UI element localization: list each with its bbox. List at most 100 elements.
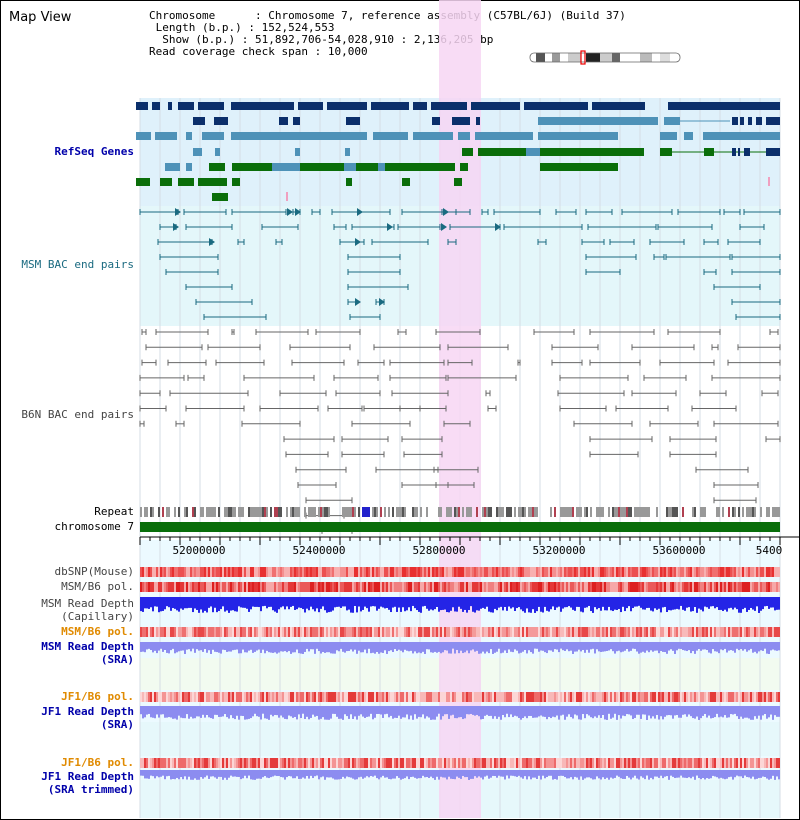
msm-depth-cap-bar bbox=[266, 597, 268, 609]
dbsnp-cell bbox=[580, 567, 582, 577]
jf1-depth-trim-bar bbox=[426, 770, 428, 777]
msm-depth-cap-bar bbox=[198, 597, 200, 613]
msm-b6-pol-sra-cell bbox=[530, 627, 532, 637]
jf1-b6-pol-trim-cell bbox=[314, 758, 316, 768]
jf1-b6-pol-trim-cell bbox=[686, 758, 688, 768]
dbsnp-cell bbox=[650, 567, 652, 577]
jf1-b6-pol-cell bbox=[352, 692, 354, 702]
jf1-depth-sra-bar bbox=[500, 706, 502, 720]
msm-b6-pol-sra-cell bbox=[234, 627, 236, 637]
jf1-depth-sra-bar bbox=[220, 706, 222, 717]
jf1-depth-sra-bar bbox=[298, 706, 300, 715]
msm-b6-pol-cell bbox=[570, 582, 572, 592]
msm-depth-cap-bar bbox=[396, 597, 398, 612]
repeat-element bbox=[732, 507, 734, 517]
msm-b6-pol-cell bbox=[576, 582, 578, 592]
jf1-b6-pol-cell bbox=[752, 692, 754, 702]
msm-depth-cap-bar bbox=[762, 597, 764, 610]
dbsnp-cell bbox=[766, 567, 768, 577]
msm-depth-cap-bar bbox=[646, 597, 648, 608]
jf1-depth-sra-bar bbox=[332, 706, 334, 714]
jf1-depth-trim-bar bbox=[190, 770, 192, 780]
jf1-depth-trim-bar bbox=[218, 770, 220, 777]
msm-depth-cap-bar bbox=[724, 597, 726, 610]
msm-b6-pol-cell bbox=[330, 582, 332, 592]
dbsnp-cell bbox=[612, 567, 614, 577]
dbsnp-cell bbox=[176, 567, 178, 577]
msm-depth-cap-bar bbox=[722, 597, 724, 612]
msm-b6-pol-sra-cell bbox=[748, 627, 750, 637]
repeat-element bbox=[490, 507, 492, 517]
msm-b6-pol-cell bbox=[158, 582, 160, 592]
msm-b6-pol-sra-cell bbox=[550, 627, 552, 637]
dbsnp-cell bbox=[592, 567, 594, 577]
jf1-depth-trim-bar bbox=[276, 770, 278, 777]
msm-depth-sra-bar bbox=[622, 642, 624, 652]
msm-depth-sra-bar bbox=[444, 642, 446, 651]
jf1-b6-pol-trim-cell bbox=[294, 758, 296, 768]
msm-b6-pol-sra-cell bbox=[314, 627, 316, 637]
msm-b6-pol-sra-cell bbox=[710, 627, 712, 637]
jf1-depth-trim-bar bbox=[454, 770, 456, 780]
msm-depth-sra-bar bbox=[702, 642, 704, 650]
jf1-b6-pol-trim-cell bbox=[564, 758, 566, 768]
jf1-b6-pol-trim-cell bbox=[380, 758, 382, 768]
dbsnp-cell bbox=[250, 567, 252, 577]
repeat-element bbox=[580, 507, 582, 517]
jf1-depth-trim-bar bbox=[614, 770, 616, 778]
jf1-depth-sra-bar bbox=[488, 706, 490, 716]
jf1-depth-trim-bar bbox=[260, 770, 262, 779]
jf1-b6-pol-trim-cell bbox=[250, 758, 252, 768]
msm-b6-pol-cell bbox=[366, 582, 368, 592]
jf1-b6-pol-cell bbox=[454, 692, 456, 702]
msm-depth-cap-bar bbox=[340, 597, 342, 608]
jf1-b6-pol-cell bbox=[570, 692, 572, 702]
msm-depth-sra-bar bbox=[180, 642, 182, 651]
repeat-element bbox=[642, 507, 644, 517]
jf1-depth-sra-bar bbox=[762, 706, 764, 716]
dbsnp-cell bbox=[144, 567, 146, 577]
jf1-b6-pol-cell bbox=[402, 692, 404, 702]
jf1-b6-pol-cell bbox=[238, 692, 240, 702]
msm-depth-cap-bar bbox=[672, 597, 674, 610]
jf1-b6-pol-cell bbox=[670, 692, 672, 702]
jf1-b6-pol-trim-cell bbox=[236, 758, 238, 768]
jf1-b6-pol-trim-cell bbox=[764, 758, 766, 768]
jf1-depth-sra-bar bbox=[478, 706, 480, 717]
jf1-b6-pol-cell bbox=[608, 692, 610, 702]
jf1-depth-sra-bar bbox=[418, 706, 420, 717]
msm-depth-sra-bar bbox=[388, 642, 390, 652]
msm-depth-sra-bar bbox=[746, 642, 748, 652]
dbsnp-cell bbox=[772, 567, 774, 577]
msm-b6-pol-cell bbox=[308, 582, 310, 592]
dbsnp-cell bbox=[152, 567, 154, 577]
msm-depth-cap-bar bbox=[140, 597, 142, 612]
jf1-b6-pol-cell bbox=[324, 692, 326, 702]
jf1-b6-pol-trim-cell bbox=[168, 758, 170, 768]
msm-b6-pol-cell bbox=[552, 582, 554, 592]
jf1-depth-sra-bar bbox=[210, 706, 212, 719]
jf1-depth-trim-bar bbox=[764, 770, 766, 777]
jf1-b6-pol-cell bbox=[320, 692, 322, 702]
msm-depth-sra-bar bbox=[548, 642, 550, 651]
jf1-b6-pol-trim-cell bbox=[254, 758, 256, 768]
jf1-depth-trim-bar bbox=[164, 770, 166, 780]
dbsnp-cell bbox=[628, 567, 630, 577]
msm-depth-cap-bar bbox=[334, 597, 336, 608]
msm-b6-pol-sra-cell bbox=[682, 627, 684, 637]
jf1-b6-pol-cell bbox=[310, 692, 312, 702]
msm-b6-pol-cell bbox=[590, 582, 592, 592]
msm-b6-pol-sra-cell bbox=[538, 627, 540, 637]
repeat-element bbox=[576, 507, 578, 517]
msm-depth-sra-bar bbox=[310, 642, 312, 650]
jf1-b6-pol-trim-cell bbox=[246, 758, 248, 768]
jf1-b6-pol-cell bbox=[744, 692, 746, 702]
msm-depth-sra-bar bbox=[446, 642, 448, 651]
msm-b6-pol-sra-cell bbox=[600, 627, 602, 637]
msm-b6-pol-cell bbox=[460, 582, 462, 592]
msm-depth-sra-bar bbox=[566, 642, 568, 650]
msm-depth-cap-bar bbox=[688, 597, 690, 608]
msm-b6-pol-cell bbox=[276, 582, 278, 592]
jf1-b6-pol-cell bbox=[178, 692, 180, 702]
